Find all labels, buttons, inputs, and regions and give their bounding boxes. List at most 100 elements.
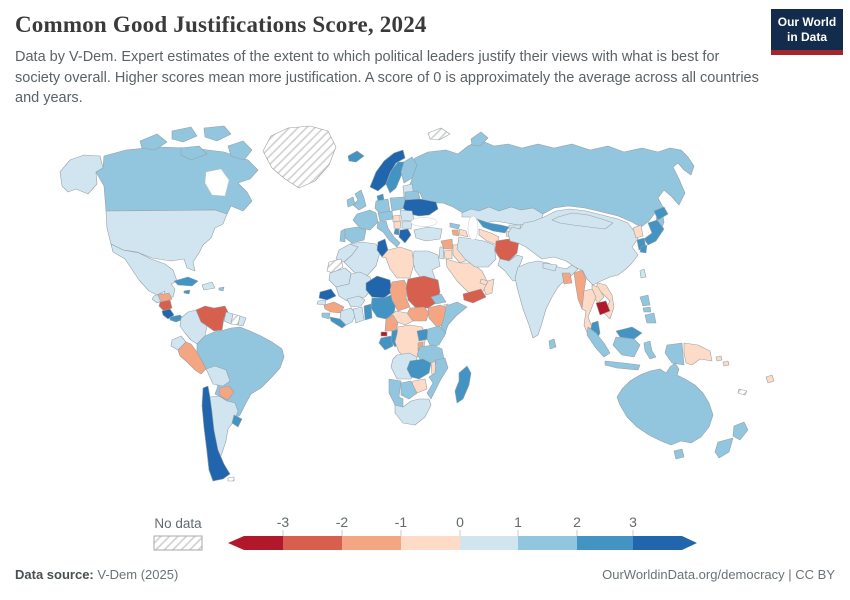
country-puerto-rico[interactable]	[218, 286, 225, 292]
country-chile[interactable]	[201, 385, 231, 482]
country-iran[interactable]	[456, 236, 497, 268]
country-burkina-faso[interactable]	[346, 295, 366, 308]
country-jamaica[interactable]	[183, 289, 191, 295]
owid-logo[interactable]: Our World in Data	[771, 9, 843, 55]
country-usa[interactable]	[105, 209, 228, 272]
country-cuba[interactable]	[173, 276, 199, 287]
country-somalia[interactable]	[439, 301, 468, 338]
country-zambia[interactable]	[406, 358, 432, 380]
legend-segment-above-3[interactable]	[633, 536, 697, 550]
country-solomon[interactable]	[715, 355, 730, 367]
country-spain[interactable]	[343, 226, 367, 244]
legend-segment-2-3[interactable]	[577, 536, 633, 550]
country-togo-benin[interactable]	[363, 303, 373, 321]
country-alaska[interactable]	[59, 154, 104, 195]
country-falklands[interactable]	[227, 476, 235, 482]
country-serbia[interactable]	[393, 220, 402, 230]
country-india[interactable]	[514, 260, 579, 339]
country-tasmania[interactable]	[673, 448, 685, 460]
footer-credit[interactable]: OurWorldinData.org/democracy | CC BY	[602, 567, 835, 582]
country-ireland[interactable]	[346, 196, 356, 208]
country-greece[interactable]	[398, 228, 412, 244]
country-hispaniola[interactable]	[201, 281, 216, 291]
country-libya[interactable]	[381, 246, 415, 279]
country-france[interactable]	[352, 209, 379, 231]
country-mexico[interactable]	[110, 243, 178, 298]
country-armenia[interactable]	[451, 229, 460, 237]
country-uae[interactable]	[479, 278, 489, 286]
country-norway[interactable]	[369, 149, 406, 192]
legend-segment-below-neg3[interactable]	[228, 536, 283, 550]
legend-segment-neg3-neg2[interactable]	[283, 536, 342, 550]
country-western-sahara[interactable]	[326, 258, 344, 274]
country-bolivia[interactable]	[205, 365, 231, 387]
country-israel[interactable]	[438, 246, 445, 260]
country-new-caledonia[interactable]	[737, 388, 748, 396]
legend-segment-neg1-0[interactable]	[401, 536, 460, 550]
country-australia[interactable]	[616, 362, 714, 446]
country-north-korea[interactable]	[632, 224, 644, 239]
country-portugal[interactable]	[339, 228, 346, 243]
country-ivory-coast[interactable]	[339, 307, 357, 326]
country-jordan[interactable]	[443, 249, 453, 260]
country-greenland[interactable]	[262, 125, 337, 189]
country-mozambique[interactable]	[426, 357, 449, 400]
country-uk[interactable]	[352, 189, 367, 211]
country-cameroon[interactable]	[384, 314, 399, 332]
country-hungary[interactable]	[392, 214, 401, 223]
country-new-zealand[interactable]	[714, 421, 749, 459]
country-fiji[interactable]	[765, 374, 775, 384]
country-png[interactable]	[683, 342, 713, 366]
country-romania[interactable]	[399, 209, 415, 222]
country-chad[interactable]	[389, 279, 411, 312]
country-sri-lanka[interactable]	[548, 338, 557, 350]
country-arctic-islands[interactable]	[139, 125, 253, 161]
country-azerbaijan[interactable]	[458, 228, 469, 238]
country-iceland[interactable]	[347, 150, 365, 163]
country-botswana[interactable]	[400, 380, 418, 400]
country-paraguay[interactable]	[218, 385, 235, 401]
country-senegal[interactable]	[318, 288, 337, 301]
country-liberia[interactable]	[329, 316, 347, 329]
country-yemen[interactable]	[462, 288, 487, 304]
country-madagascar[interactable]	[454, 365, 472, 404]
country-bulgaria[interactable]	[401, 220, 413, 230]
country-mongolia[interactable]	[551, 212, 614, 230]
country-rwanda[interactable]	[417, 341, 424, 347]
country-sudan[interactable]	[405, 275, 441, 309]
country-niger[interactable]	[365, 275, 393, 299]
country-guinea-bissau[interactable]	[316, 299, 327, 306]
legend-segment-1-2[interactable]	[518, 536, 577, 550]
country-svalbard[interactable]	[427, 127, 451, 141]
country-eritrea[interactable]	[430, 293, 447, 305]
country-uruguay[interactable]	[231, 414, 243, 428]
legend-no-data-swatch[interactable]	[153, 535, 203, 551]
country-namibia[interactable]	[388, 378, 404, 408]
country-oman[interactable]	[483, 278, 495, 296]
country-turkey[interactable]	[413, 226, 443, 242]
country-albania[interactable]	[393, 228, 400, 236]
country-belarus[interactable]	[404, 190, 421, 201]
country-south-africa[interactable]	[394, 398, 432, 426]
country-central-europe[interactable]	[377, 210, 394, 222]
country-ghana[interactable]	[352, 306, 365, 324]
country-nepal[interactable]	[542, 262, 558, 272]
legend-segment-neg2-neg1[interactable]	[342, 536, 401, 550]
country-novaya-zemlya[interactable]	[470, 131, 489, 147]
country-sierra-leone[interactable]	[321, 312, 331, 320]
legend-segment-0-1[interactable]	[460, 536, 518, 550]
country-italy[interactable]	[376, 220, 401, 248]
country-indonesia[interactable]	[586, 326, 685, 371]
country-taiwan[interactable]	[639, 268, 647, 279]
country-kenya[interactable]	[426, 325, 447, 348]
country-french-guiana[interactable]	[237, 315, 247, 327]
country-finland[interactable]	[400, 156, 418, 184]
country-cambodia[interactable]	[595, 300, 611, 316]
country-gabon[interactable]	[378, 335, 394, 351]
country-japan[interactable]	[639, 206, 669, 254]
country-egypt[interactable]	[412, 250, 441, 282]
country-georgia[interactable]	[449, 222, 461, 230]
country-bangladesh[interactable]	[561, 272, 573, 285]
country-uzbekistan[interactable]	[476, 218, 510, 234]
country-eq-guinea[interactable]	[380, 331, 388, 337]
